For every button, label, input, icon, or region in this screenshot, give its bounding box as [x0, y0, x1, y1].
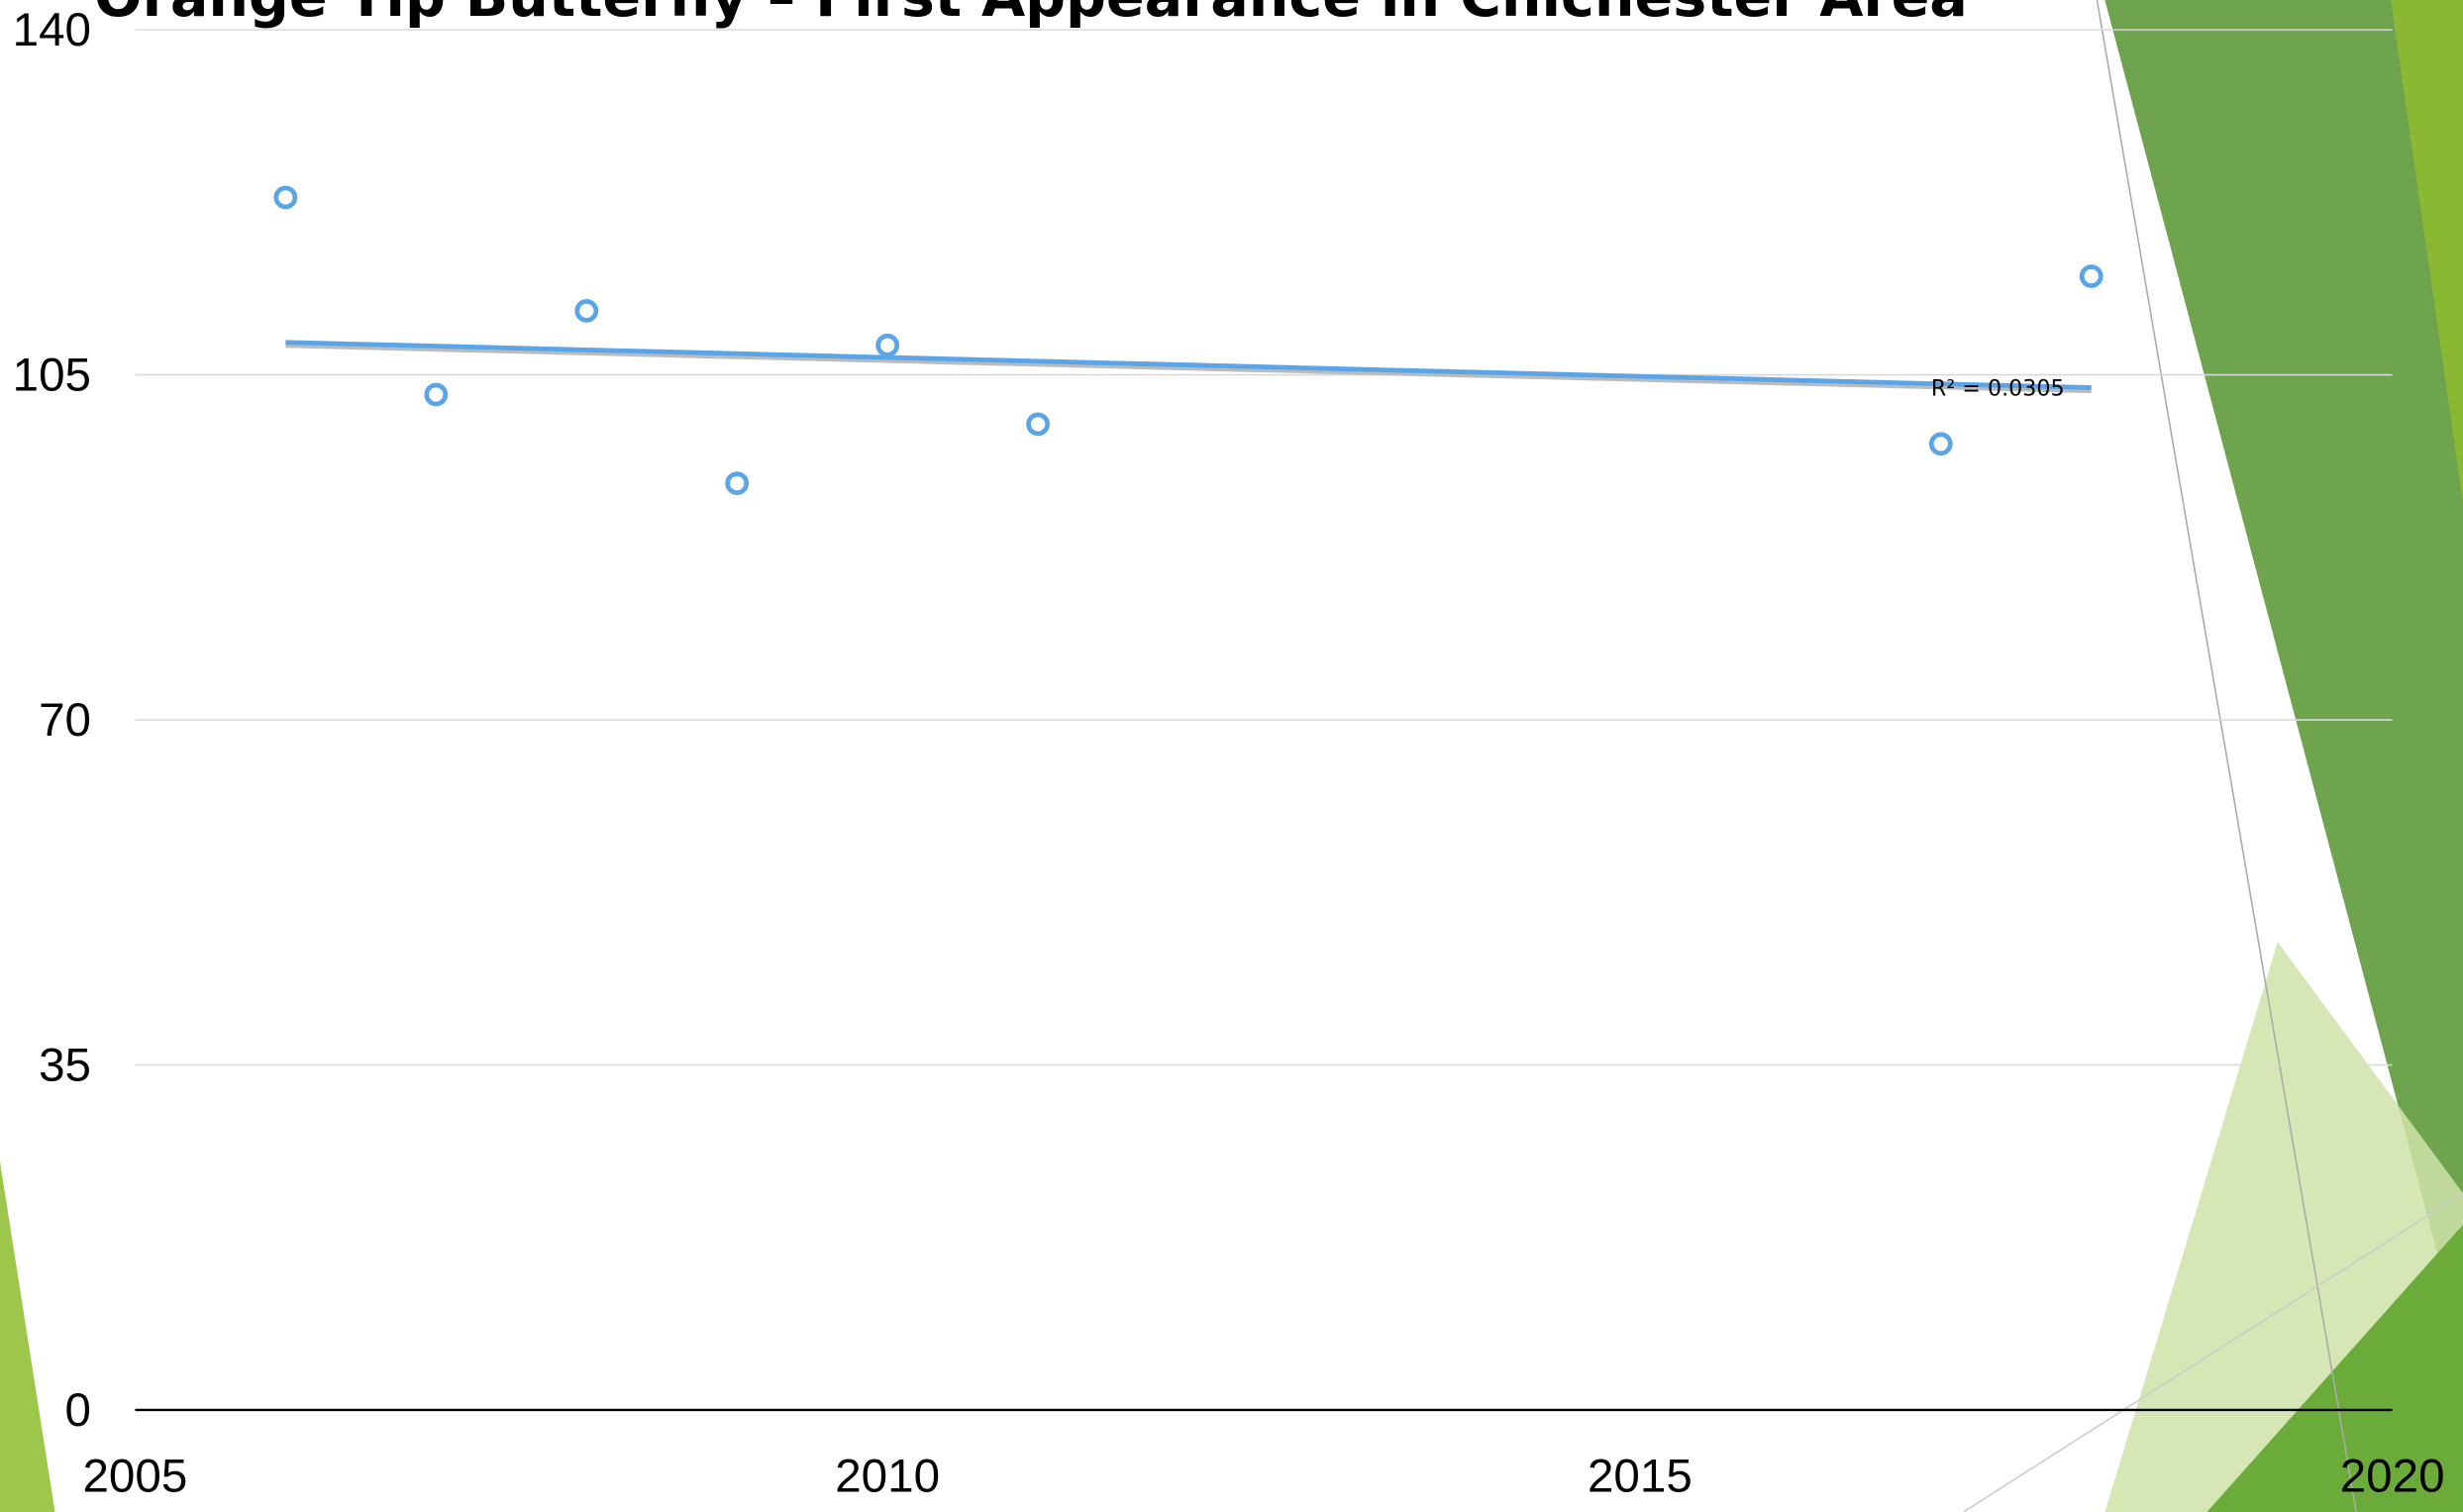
x-tick-label: 2020	[2340, 1450, 2445, 1502]
point	[2079, 264, 2104, 288]
x-tick-label: 2010	[835, 1450, 940, 1502]
annotation: R² = 0.0305	[1931, 375, 2065, 401]
y-tick-label: 105	[13, 349, 91, 401]
point	[1928, 432, 1953, 456]
trendline-shadow	[285, 343, 2092, 394]
y-tick-label: 70	[39, 694, 91, 747]
y-tick-label: 0	[65, 1384, 91, 1437]
y-tick-label: 140	[13, 4, 91, 56]
x-tick-label: 2005	[82, 1450, 187, 1502]
point	[1026, 412, 1050, 437]
point	[273, 185, 298, 210]
point	[424, 382, 449, 407]
point	[875, 333, 900, 357]
point	[725, 471, 750, 495]
y-tick-label: 35	[39, 1039, 91, 1091]
point	[574, 298, 599, 323]
chart-title: Orange Tip Butterfly – First Appearance …	[94, 0, 1968, 30]
x-tick-label: 2015	[1588, 1450, 1693, 1502]
trendline	[285, 340, 2092, 390]
